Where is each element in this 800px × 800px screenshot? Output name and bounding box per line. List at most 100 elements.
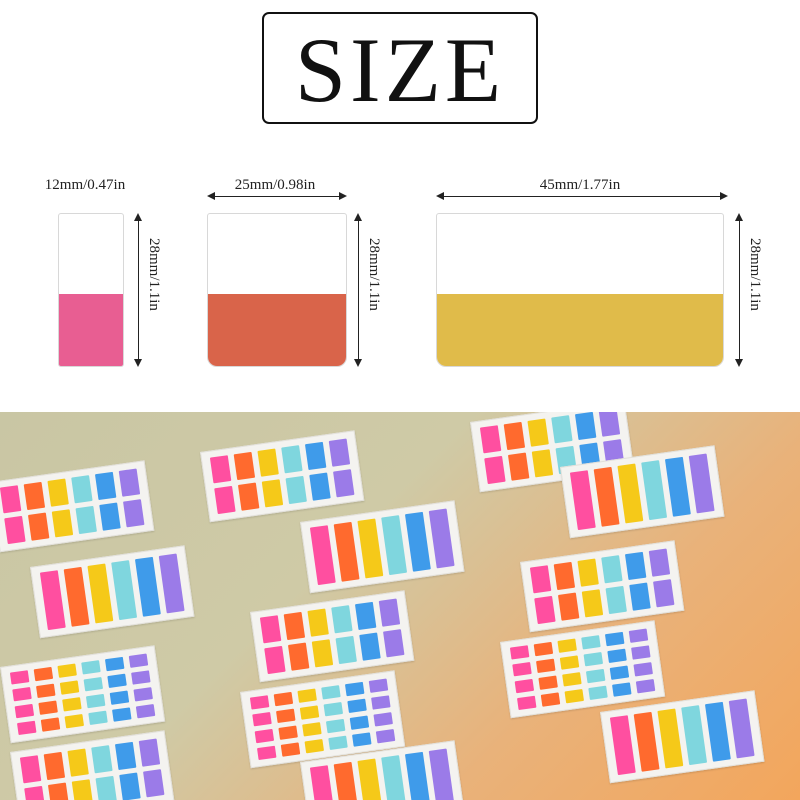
color-swatch (4, 515, 26, 545)
color-swatch (119, 772, 141, 800)
color-swatch (59, 680, 80, 695)
color-swatch (507, 452, 530, 481)
color-swatch (309, 472, 331, 501)
tab-sheet (250, 590, 415, 683)
color-swatch (657, 708, 684, 769)
color-swatch (38, 700, 58, 715)
title-frame: SIZE (262, 12, 538, 124)
color-swatch (728, 698, 755, 759)
color-swatch (514, 678, 535, 694)
color-swatch (302, 722, 322, 737)
color-swatch (509, 645, 530, 660)
color-swatch (512, 662, 532, 677)
color-swatch (299, 705, 320, 720)
color-swatch (583, 651, 604, 667)
color-swatch (281, 445, 303, 474)
color-swatch (131, 670, 151, 685)
color-swatch (569, 470, 596, 531)
color-swatch (559, 655, 580, 670)
color-swatch (604, 631, 625, 647)
arrow-down-icon (354, 359, 362, 367)
height-line-small (138, 219, 139, 361)
color-swatch (71, 779, 94, 800)
tab-sheet (10, 730, 175, 800)
color-swatch (404, 511, 431, 572)
arrow-right-icon (720, 192, 728, 200)
color-swatch (381, 515, 408, 576)
color-swatch (688, 453, 715, 514)
color-swatch (333, 521, 360, 582)
color-swatch (601, 555, 623, 584)
arrow-right-icon (339, 192, 347, 200)
color-swatch (540, 692, 561, 707)
color-swatch (309, 525, 336, 586)
color-swatch (109, 690, 130, 705)
color-swatch (27, 512, 50, 541)
color-swatch (261, 479, 284, 508)
color-swatch (307, 608, 329, 637)
color-swatch (88, 710, 108, 726)
color-swatch (83, 676, 104, 692)
color-swatch (383, 629, 405, 658)
color-swatch (585, 668, 606, 684)
color-swatch (283, 611, 306, 641)
color-swatch (381, 755, 408, 800)
color-swatch (325, 718, 346, 734)
color-swatch (304, 738, 325, 754)
color-swatch (62, 697, 82, 712)
color-swatch (40, 717, 61, 732)
color-swatch (631, 645, 651, 660)
color-swatch (114, 741, 137, 771)
width-label-large: 45mm/1.77in (539, 177, 621, 193)
color-swatch (256, 745, 277, 761)
color-swatch (428, 748, 455, 800)
color-swatch (577, 558, 599, 587)
tab-sheet (520, 540, 685, 633)
color-swatch (629, 582, 651, 611)
color-swatch (344, 681, 365, 697)
tab-small-color (59, 294, 123, 366)
arrow-up-icon (735, 213, 743, 221)
arrow-up-icon (354, 213, 362, 221)
color-swatch (297, 688, 317, 703)
color-swatch (311, 639, 334, 668)
color-swatch (516, 695, 537, 711)
color-swatch (64, 713, 85, 729)
color-swatch (574, 412, 597, 441)
color-swatch (612, 682, 632, 697)
color-swatch (19, 755, 42, 784)
color-swatch (233, 451, 256, 481)
color-swatch (123, 499, 145, 528)
color-swatch (57, 663, 77, 678)
height-line-large (739, 219, 740, 361)
color-swatch (36, 683, 56, 699)
color-swatch (87, 563, 114, 624)
color-swatch (321, 685, 341, 700)
color-swatch (158, 553, 185, 614)
tab-large (436, 213, 724, 367)
color-swatch (287, 642, 310, 671)
width-label-small: 12mm/0.47in (44, 177, 126, 193)
color-swatch (648, 548, 671, 577)
tab-sheet (500, 620, 666, 719)
color-swatch (333, 761, 360, 800)
color-swatch (33, 666, 54, 682)
color-swatch (16, 720, 37, 736)
color-swatch (617, 463, 644, 524)
color-swatch (39, 570, 66, 631)
arrow-down-icon (735, 359, 743, 367)
color-swatch (257, 448, 279, 477)
color-swatch (551, 415, 573, 444)
color-swatch (527, 418, 549, 447)
color-swatch (91, 745, 113, 774)
color-swatch (323, 701, 344, 717)
tab-sheet (200, 430, 365, 523)
color-swatch (12, 687, 32, 702)
color-swatch (135, 703, 156, 719)
color-swatch (598, 412, 621, 437)
color-swatch (607, 648, 627, 664)
color-swatch (404, 751, 431, 800)
tab-sheet (0, 645, 166, 744)
height-label-medium: 28mm/1.1in (366, 238, 382, 311)
color-swatch (128, 653, 149, 668)
